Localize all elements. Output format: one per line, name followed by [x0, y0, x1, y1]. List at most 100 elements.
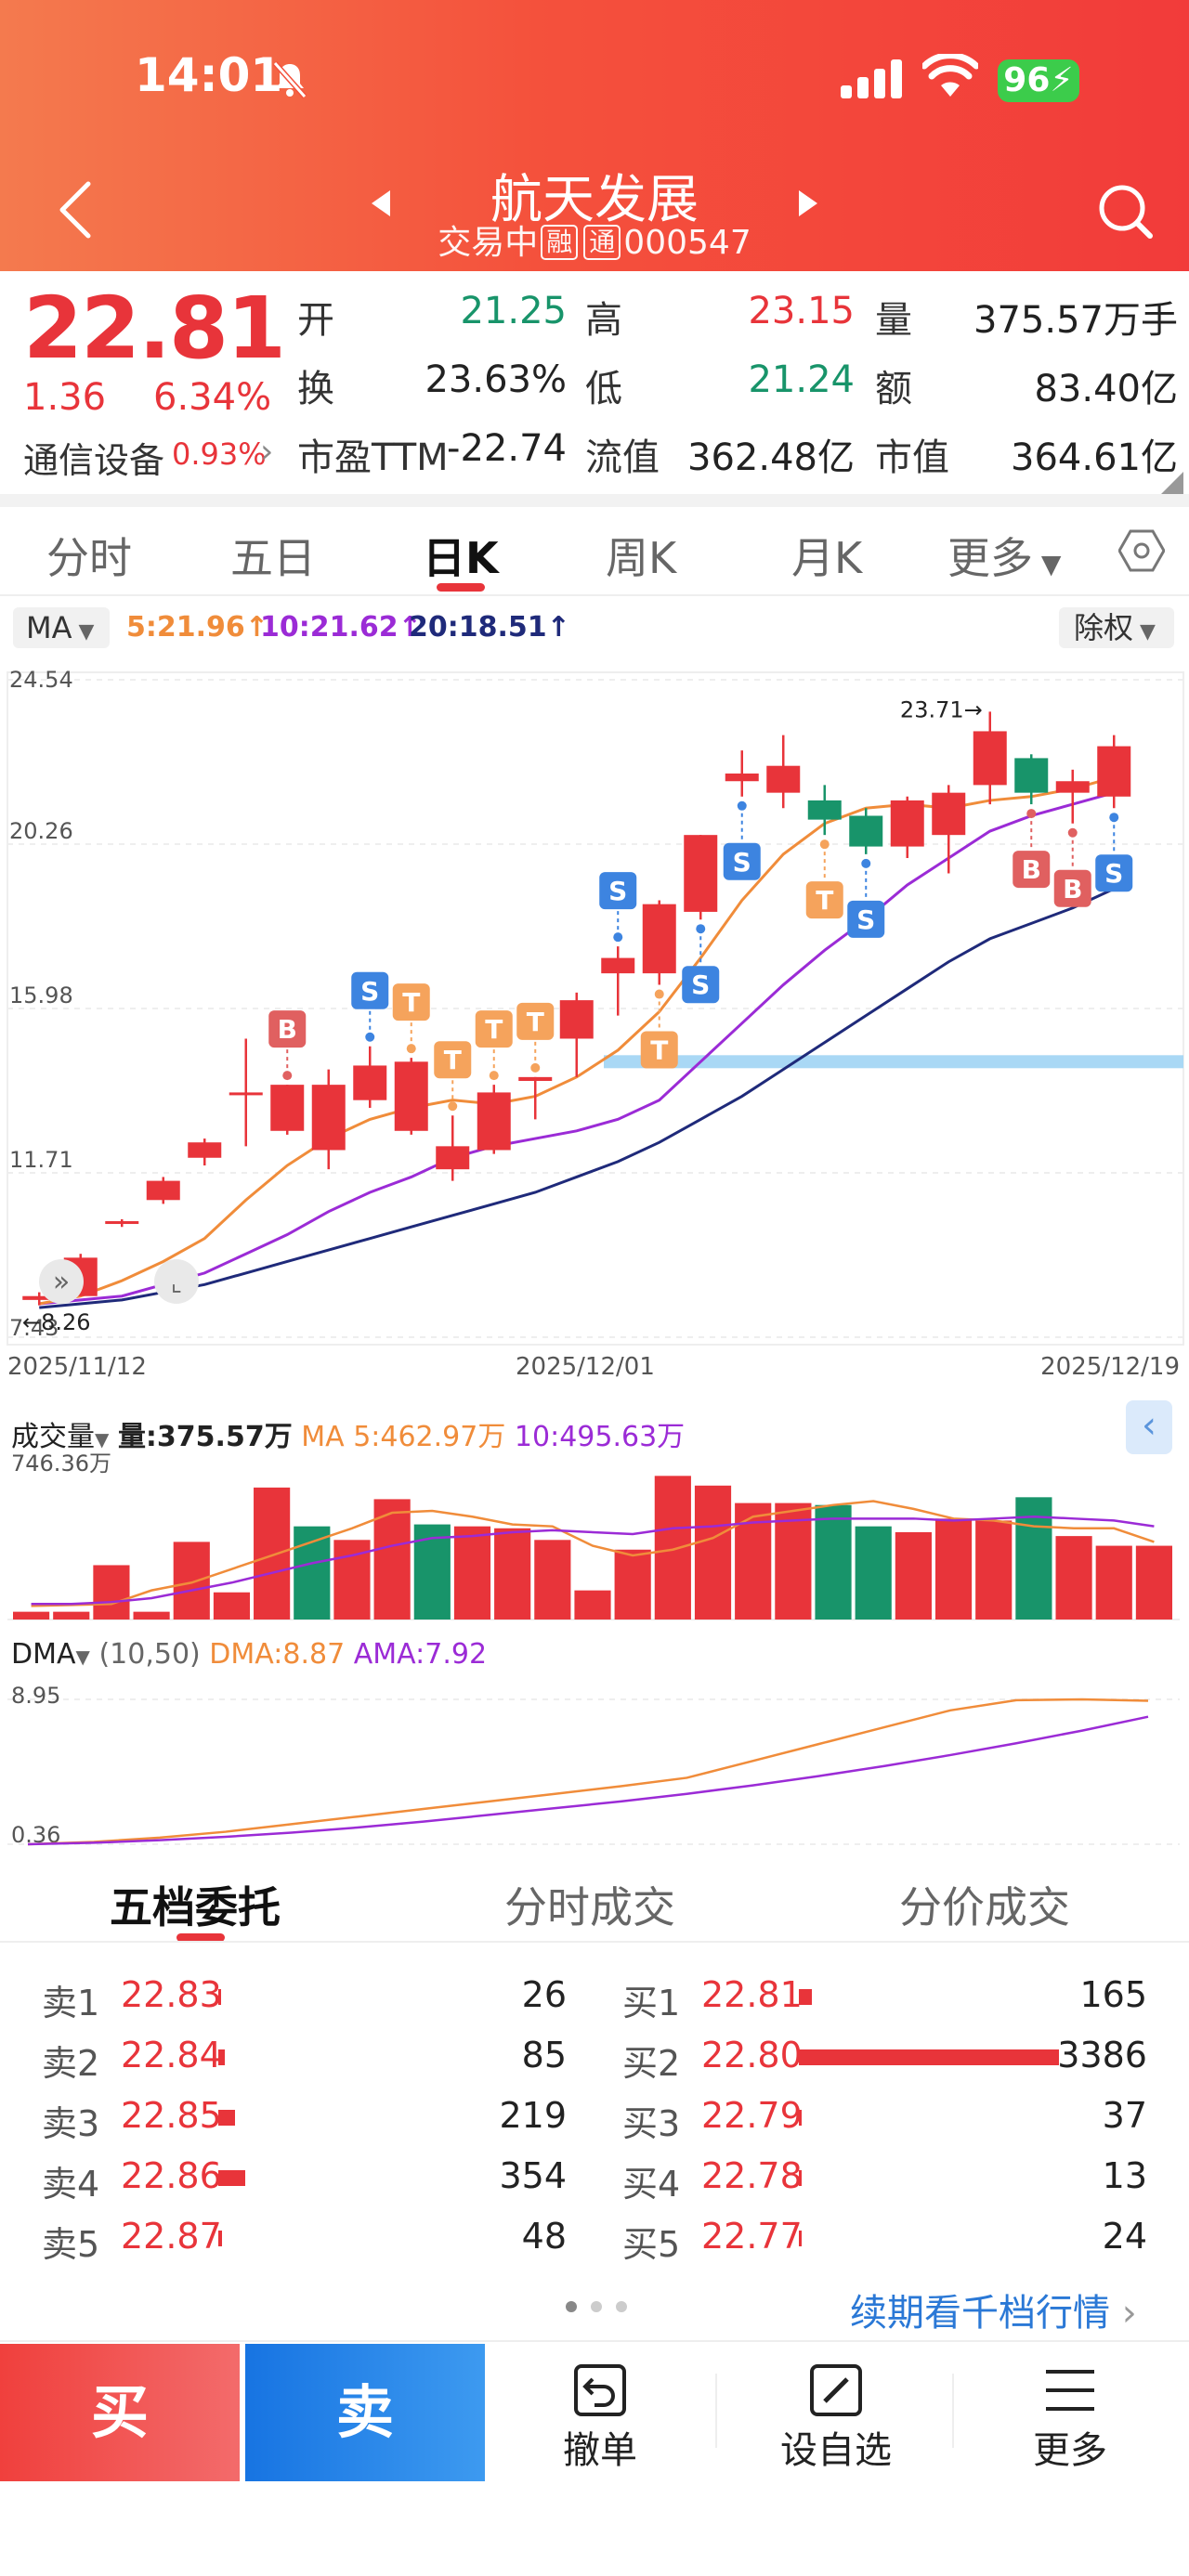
ask-price: 22.86	[121, 2155, 222, 2196]
adjust-label: 除权	[1074, 610, 1134, 645]
volume-bar	[1055, 1536, 1092, 1620]
expand-corner-icon[interactable]	[1161, 472, 1183, 494]
volume-bar	[294, 1526, 331, 1620]
signal-dot	[448, 1101, 458, 1112]
signal-label: T	[527, 1007, 544, 1037]
volume-bar	[373, 1499, 411, 1620]
ma20-legend: 20:18.51↑	[409, 611, 570, 644]
ask-row[interactable]: 卖4 22.86 354	[42, 2155, 567, 2205]
caret-down-icon: ▼	[95, 1428, 110, 1451]
next-stock-button[interactable]	[797, 190, 817, 216]
search-button[interactable]	[1094, 180, 1156, 241]
caret-down-icon: ▼	[72, 620, 95, 644]
candle-body	[22, 1295, 57, 1300]
volume-bar	[173, 1542, 210, 1620]
ask-row[interactable]: 卖1 22.83 26	[42, 1974, 567, 2023]
bid-row[interactable]: 买2 22.80 3386	[622, 2035, 1147, 2084]
x-tick-label: 2025/12/19	[1040, 1353, 1180, 1381]
orderbook-divider	[0, 1941, 1189, 1943]
signal-dot	[861, 858, 871, 868]
signal-badge	[516, 1002, 555, 1040]
more-depth-link[interactable]: 续期看千档行情 ›	[850, 2283, 1137, 2336]
adjust-select[interactable]: 除权 ▼	[1059, 607, 1174, 648]
bid-row[interactable]: 买4 22.78 13	[622, 2155, 1147, 2205]
tab-price-trades[interactable]: 分价成交	[899, 1882, 1070, 1932]
candle-body	[890, 800, 924, 847]
signal-label: S	[733, 847, 751, 878]
header: 14:01 96⚡ 航天发展 交易中融通 000547	[0, 0, 1189, 271]
chevron-right-icon[interactable]: ›	[260, 433, 274, 471]
signal-badge	[640, 1031, 678, 1069]
add-watchlist-button[interactable]: 设自选	[752, 2344, 920, 2481]
dma-legend-name[interactable]: DMA	[11, 1638, 76, 1671]
sector-pct[interactable]: 0.93%	[172, 436, 267, 472]
candle-body	[105, 1221, 139, 1225]
dma-line	[27, 1698, 1149, 1846]
ask-row[interactable]: 卖3 22.85 219	[42, 2095, 567, 2144]
tab-five-level[interactable]: 五档委托	[110, 1882, 281, 1932]
bid-row[interactable]: 买1 22.81 165	[622, 1974, 1147, 2023]
volume-bar	[453, 1526, 491, 1620]
volume-bar	[534, 1540, 571, 1620]
tab-daily-k[interactable]: 日K	[423, 533, 499, 583]
prev-stock-button[interactable]	[372, 190, 392, 216]
float-value: 362.48亿	[687, 436, 855, 479]
tab-five-day[interactable]: 五日	[230, 533, 316, 583]
sell-button[interactable]: 卖	[245, 2344, 485, 2481]
tab-more[interactable]: 更多 ▼	[947, 525, 1061, 586]
ask-depth-bar	[218, 2049, 225, 2065]
candle-body	[973, 731, 1007, 786]
signal-label: B	[1022, 854, 1041, 885]
ask-row[interactable]: 卖2 22.84 85	[42, 2035, 567, 2084]
tab-more-label: 更多	[947, 533, 1033, 583]
candle-body	[270, 1085, 305, 1131]
bid-volume: 24	[1102, 2216, 1147, 2257]
signal-badge	[723, 842, 761, 880]
low-value: 21.24	[748, 358, 855, 401]
ask-price: 22.87	[121, 2216, 222, 2257]
candle-body	[601, 957, 635, 974]
dma-chart: 8.950.36	[7, 1683, 1180, 1848]
bid-row[interactable]: 买5 22.77 24	[622, 2216, 1147, 2265]
stock-code: 000547	[623, 224, 751, 262]
y-tick-label: 24.54	[9, 667, 73, 693]
volume-bar	[934, 1518, 973, 1620]
volume-legend: 成交量▼ 量:375.57万 MA 5:462.97万 10:495.63万	[11, 1413, 685, 1454]
ma20-value: 20:18.51	[409, 611, 547, 644]
active-tab-indicator	[176, 1933, 225, 1942]
dma-params: (10,50)	[98, 1638, 201, 1671]
buy-button[interactable]: 买	[0, 2344, 240, 2481]
last-price: 22.81	[23, 279, 286, 378]
sector-name[interactable]: 通信设备	[23, 440, 165, 481]
y-tick-label: 15.98	[9, 982, 73, 1008]
bid-row[interactable]: 买3 22.79 37	[622, 2095, 1147, 2144]
open-label: 开	[297, 299, 334, 342]
candle-body	[436, 1146, 470, 1170]
tab-monthly-k[interactable]: 月K	[791, 533, 863, 583]
volume-bar	[1135, 1545, 1172, 1620]
candle-body	[559, 1000, 594, 1039]
back-button[interactable]	[51, 178, 98, 241]
indicator-select[interactable]: MA ▼	[13, 607, 110, 648]
tab-intraday[interactable]: 分时	[46, 533, 132, 583]
candle-body	[477, 1092, 511, 1151]
bid-level-label: 买3	[622, 2103, 681, 2144]
ask-row[interactable]: 卖5 22.87 48	[42, 2216, 567, 2265]
bid-volume: 13	[1102, 2155, 1147, 2196]
ask-level-label: 卖4	[42, 2164, 100, 2205]
cancel-order-button[interactable]: 撤单	[516, 2344, 684, 2481]
connect-tag: 通	[583, 225, 621, 260]
bid-level-label: 买1	[622, 1983, 681, 2023]
collapse-panel-button[interactable]: ‹	[1126, 1400, 1172, 1454]
ma20-line	[39, 887, 1115, 1309]
price-change-pct: 6.34%	[153, 376, 272, 419]
ma10-line	[39, 791, 1115, 1306]
settings-hexagon-icon[interactable]	[1118, 527, 1165, 574]
tab-tick-trades[interactable]: 分时成交	[504, 1882, 675, 1932]
tab-weekly-k[interactable]: 周K	[606, 533, 677, 583]
ask-price: 22.85	[121, 2095, 222, 2136]
volume-bar	[735, 1503, 772, 1620]
signal-badge	[599, 872, 637, 910]
more-button[interactable]: 更多	[986, 2344, 1154, 2481]
